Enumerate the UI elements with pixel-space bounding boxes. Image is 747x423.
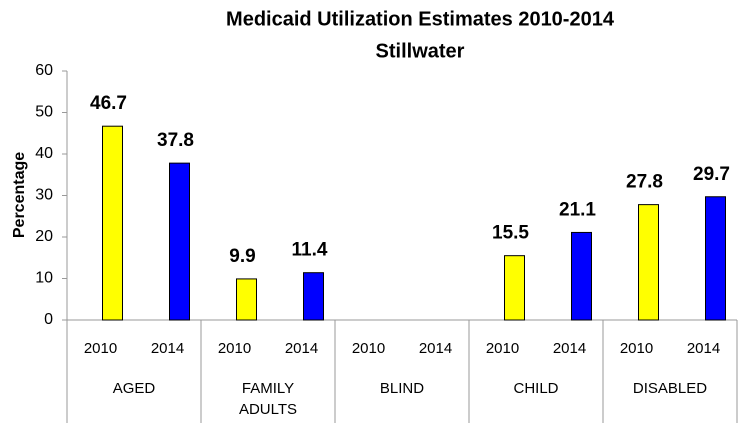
x-category-label: FAMILY ADULTS: [238, 380, 298, 418]
bar: [303, 272, 324, 321]
y-tick-label: 0: [44, 311, 53, 328]
y-tick-label: 40: [35, 145, 53, 162]
data-label: 11.4: [292, 240, 328, 261]
bar: [638, 204, 659, 321]
x-subcategory-label: 2010: [84, 340, 117, 357]
data-label: 46.7: [90, 93, 127, 114]
x-category-label: AGED: [112, 380, 156, 397]
y-tick-label: 60: [35, 62, 53, 79]
bar: [705, 196, 726, 321]
x-subcategory-label: 2010: [352, 340, 385, 357]
bar: [236, 278, 257, 321]
data-label: 37.8: [157, 130, 194, 151]
x-subcategory-label: 2014: [553, 340, 586, 357]
x-subcategory-label: 2010: [486, 340, 519, 357]
x-category-label: BLIND: [379, 380, 425, 397]
data-label: 29.7: [693, 164, 730, 185]
y-tick-label: 30: [35, 187, 53, 204]
data-label: 9.9: [229, 246, 255, 267]
y-tick-label: 20: [35, 228, 53, 245]
bar: [102, 125, 123, 321]
data-label: 27.8: [626, 172, 663, 193]
bar: [169, 162, 190, 321]
bar: [504, 255, 525, 321]
x-subcategory-label: 2010: [620, 340, 653, 357]
chart-subtitle: Stillwater: [376, 40, 465, 62]
x-subcategory-label: 2010: [218, 340, 251, 357]
data-label: 21.1: [559, 199, 596, 220]
x-category-label: DISABLED: [632, 380, 708, 397]
x-category-label: CHILD: [513, 380, 559, 397]
x-subcategory-label: 2014: [687, 340, 720, 357]
x-subcategory-label: 2014: [151, 340, 184, 357]
y-axis-label: Percentage: [11, 152, 28, 238]
bar: [571, 231, 592, 321]
y-tick-label: 10: [35, 270, 53, 287]
x-subcategory-label: 2014: [285, 340, 318, 357]
y-tick-label: 50: [35, 104, 53, 121]
data-label: 15.5: [492, 223, 529, 244]
chart-title: Medicaid Utilization Estimates 2010-2014: [226, 8, 615, 30]
x-subcategory-label: 2014: [419, 340, 452, 357]
